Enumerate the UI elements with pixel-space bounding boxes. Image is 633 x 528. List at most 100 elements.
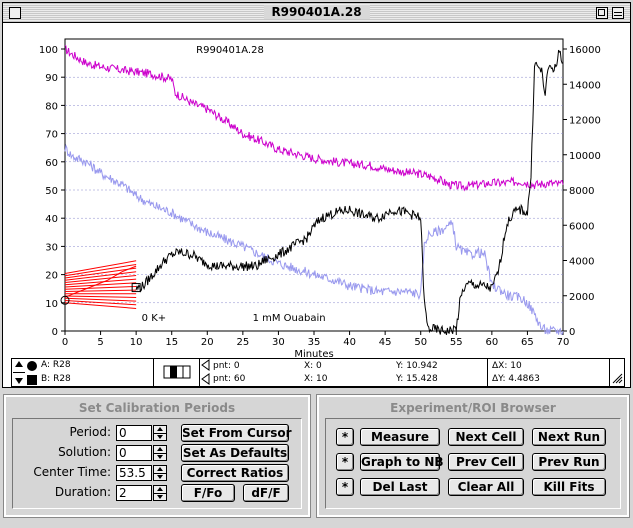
x-tick-label: 50	[414, 337, 427, 348]
del-last-button[interactable]: Del Last	[360, 478, 440, 496]
red-fit-line	[64, 263, 137, 277]
annotation-1: 1 mM Ouabain	[253, 313, 326, 324]
red-fit-line	[64, 282, 137, 288]
cursor-a-marker	[60, 295, 70, 305]
correct-ratios-button[interactable]: Correct Ratios	[181, 464, 289, 482]
x-tick-label: 65	[521, 337, 534, 348]
graph-to-nb-button[interactable]: Graph to NB	[360, 453, 444, 471]
cursor-b-marker	[131, 283, 141, 293]
y2-tick-label: 4000	[569, 257, 594, 268]
measure-star-button[interactable]: *	[336, 428, 354, 446]
f-fo-button[interactable]: F/Fo	[181, 484, 235, 502]
cursor-arrows-icon[interactable]	[201, 359, 211, 386]
next-run-button[interactable]: Next Run	[532, 428, 606, 446]
red-fit-line	[64, 289, 137, 293]
x-tick-label: 5	[97, 337, 103, 348]
x-tick-label: 60	[485, 337, 498, 348]
x-tick-label: 35	[308, 337, 321, 348]
cursor-mode-icon[interactable]	[154, 359, 198, 386]
x-tick-label: 55	[450, 337, 463, 348]
kill-fits-button[interactable]: Kill Fits	[532, 478, 606, 496]
x-tick-label: 45	[379, 337, 392, 348]
red-fit-line	[64, 295, 137, 298]
duration-label: Duration:	[54, 485, 111, 499]
cursor-a-circle-icon	[27, 361, 37, 371]
center-time-input[interactable]: 53.5	[116, 465, 152, 481]
delta-x: ΔX: 10	[492, 361, 522, 371]
del-star-button[interactable]: *	[336, 478, 354, 496]
trace-scroll-icon[interactable]	[13, 359, 25, 386]
red-fit-line	[64, 271, 137, 281]
cursor-b-square-icon	[27, 375, 37, 385]
chart-title: R990401A.28	[196, 45, 264, 56]
calibration-panel-body: Period: 0 Solution: 0 Center Time: 53.5 …	[12, 418, 302, 509]
chart-svg[interactable]: 0102030405060708090100020004000600080001…	[3, 23, 630, 358]
period-stepper[interactable]	[153, 425, 167, 441]
close-box[interactable]	[9, 7, 21, 19]
y2-tick-label: 0	[569, 327, 575, 338]
annotation-0: 0 K+	[142, 313, 166, 324]
resize-grip-icon	[612, 373, 623, 384]
y-a: Y: 10.942	[396, 361, 438, 371]
duration-stepper[interactable]	[153, 485, 167, 501]
y-tick-label: 20	[45, 271, 58, 282]
x-tick-label: 40	[343, 337, 356, 348]
y2-tick-label: 16000	[569, 45, 601, 56]
plot-area[interactable]: 0 10 20 30 40 50 60 70 80 90 100 0 2000 4000 6000 8000 1…	[3, 23, 630, 358]
graph-star-button[interactable]: *	[336, 453, 354, 471]
cursor-readouts-cell: pnt: 0 pnt: 60 X: 0 X: 10 Y: 10.942 Y: 1…	[200, 359, 610, 386]
solution-label: Solution:	[58, 445, 111, 459]
measure-button[interactable]: Measure	[360, 428, 440, 446]
series-line-2	[135, 49, 563, 335]
browser-panel-title: Experiment/ROI Browser	[390, 401, 556, 415]
row-a-label: A: R28	[41, 360, 71, 370]
cursor-mode-cell[interactable]	[154, 359, 200, 386]
trace-labels-cell: A: R28 B: R28	[12, 359, 154, 386]
collapse-box[interactable]	[612, 7, 624, 19]
resize-grip[interactable]	[610, 359, 624, 386]
next-cell-button[interactable]: Next Cell	[448, 428, 524, 446]
red-fit-line	[64, 302, 137, 309]
prev-cell-button[interactable]: Prev Cell	[448, 453, 524, 471]
center-time-label: Center Time:	[33, 465, 111, 479]
x-a: X: 0	[304, 361, 322, 371]
solution-input[interactable]: 0	[116, 445, 152, 461]
pnt-b: pnt: 60	[213, 374, 246, 384]
period-input[interactable]: 0	[116, 425, 152, 441]
clear-all-button[interactable]: Clear All	[448, 478, 524, 496]
prev-run-button[interactable]: Prev Run	[532, 453, 606, 471]
y-tick-label: 60	[45, 158, 58, 169]
y-tick-label: 80	[45, 101, 58, 112]
calibration-panel-title: Set Calibration Periods	[78, 401, 236, 415]
y-tick-label: 0	[52, 327, 58, 338]
title-bar[interactable]: R990401A.28	[3, 3, 630, 23]
duration-input[interactable]: 2	[116, 485, 152, 501]
set-from-cursor-button[interactable]: Set From Cursor	[181, 424, 292, 442]
y-tick-label: 10	[45, 299, 58, 310]
red-fit-line	[64, 300, 137, 306]
y2-tick-label: 2000	[569, 292, 594, 303]
x-tick-label: 25	[236, 337, 249, 348]
red-fit-line	[64, 260, 137, 274]
x-tick-label: 0	[62, 337, 68, 348]
solution-stepper[interactable]	[153, 445, 167, 461]
x-tick-label: 20	[201, 337, 214, 348]
set-as-defaults-button[interactable]: Set As Defaults	[181, 444, 289, 462]
center-time-stepper[interactable]	[153, 465, 167, 481]
x-tick-label: 70	[557, 337, 570, 348]
y-tick-label: 100	[39, 45, 58, 56]
window-title: R990401A.28	[263, 5, 370, 19]
y2-tick-label: 10000	[569, 151, 601, 162]
y-b: Y: 15.428	[396, 374, 438, 384]
y-tick-label: 40	[45, 214, 58, 225]
df-f-button[interactable]: dF/F	[243, 484, 289, 502]
x-tick-label: 30	[272, 337, 285, 348]
x-axis-label: Minutes	[294, 349, 333, 358]
series-line-3	[64, 265, 137, 298]
y2-tick-label: 12000	[569, 116, 601, 127]
browser-panel: Experiment/ROI Browser * Measure Next Ce…	[316, 394, 630, 518]
series-line-0	[64, 45, 564, 192]
x-tick-label: 10	[130, 337, 143, 348]
zoom-box[interactable]	[596, 7, 608, 19]
red-fit-line	[64, 278, 137, 286]
